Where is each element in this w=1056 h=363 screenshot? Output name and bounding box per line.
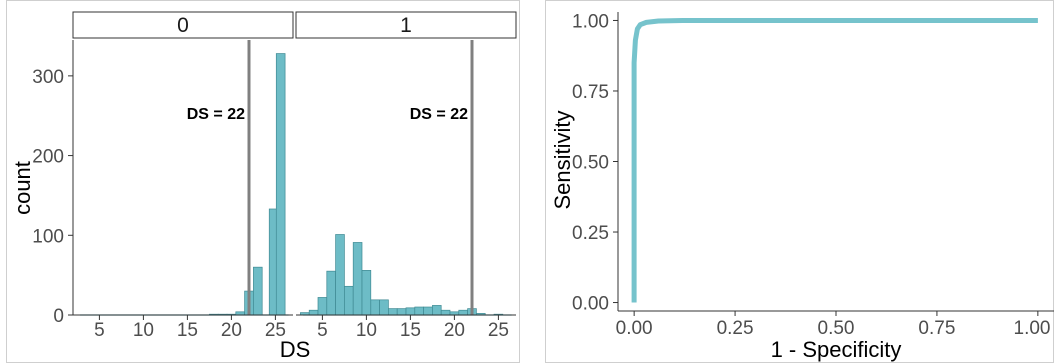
facet-strip: [295, 11, 517, 39]
hist-x-tick-label: 25: [265, 320, 286, 341]
roc-x-tick-label: 0.25: [717, 318, 754, 339]
roc-y-tick-label: 0.75: [572, 82, 609, 103]
facet-strip-label: 0: [177, 14, 189, 37]
histogram-bar: [352, 242, 363, 316]
histogram-bar: [361, 270, 372, 316]
hist-x-tick-label: 15: [177, 320, 198, 341]
roc-curve: [631, 18, 1038, 303]
histogram-bar: [344, 285, 354, 316]
roc-y-tick-label: 0.00: [572, 294, 609, 315]
hist-x-tick-label: 5: [94, 320, 105, 341]
roc-y-tick-label: 1.00: [572, 11, 609, 32]
hist-x-tick-label: 20: [221, 320, 242, 341]
histogram-chart: 0 100 200 300 0 DS = 22 5 10 15 20 25 1 DS = 22 5 10 15…: [32, 11, 517, 341]
histogram-bar: [308, 309, 319, 316]
left-panel-frame: [6, 0, 520, 363]
histogram-bar: [317, 297, 328, 316]
histogram-bar: [458, 309, 468, 316]
histogram-bar: [432, 305, 442, 316]
hist-x-tick-label: 10: [133, 320, 154, 341]
hist-y-tick-label: 0: [53, 306, 64, 327]
hist-y-tick-label: 300: [32, 67, 64, 88]
roc-y-axis-title: Sensitivity: [550, 110, 575, 209]
hist-y-tick-label: 200: [32, 147, 64, 168]
histogram-bar: [440, 309, 451, 316]
cutoff-annotation: DS = 22: [410, 106, 468, 123]
roc-x-tick-label: 0.50: [818, 318, 855, 339]
hist-x-tick-label: 25: [488, 320, 509, 341]
hist-y-axis-title: count: [10, 161, 35, 215]
histogram-bar: [370, 299, 380, 316]
histogram-bar: [335, 234, 345, 316]
right-panel-frame: [545, 0, 1054, 363]
hist-x-axis-title: DS: [280, 337, 311, 362]
hist-x-tick-label: 15: [400, 320, 421, 341]
histogram-bar: [405, 307, 416, 316]
cutoff-annotation: DS = 22: [187, 106, 245, 123]
histogram-bar: [388, 308, 398, 316]
hist-x-tick-label: 10: [356, 320, 377, 341]
histogram-bar: [396, 308, 407, 316]
histogram-bar: [379, 299, 389, 316]
hist-x-tick-label: 5: [317, 320, 328, 341]
histogram-bar: [423, 306, 433, 316]
roc-chart: 0.00 0.25 0.50 0.75 1.00 0.00 0.25 0.50 0.75 1.00: [572, 11, 1054, 339]
roc-x-tick-label: 1.00: [1014, 318, 1051, 339]
hist-x-tick-label: 20: [444, 320, 465, 341]
histogram-bar: [275, 53, 286, 316]
histogram-bar: [414, 306, 424, 316]
histogram-bar: [326, 270, 336, 316]
facet-strip: [72, 11, 294, 39]
roc-x-tick-label: 0.00: [616, 318, 653, 339]
roc-y-tick-label: 0.50: [572, 153, 609, 174]
roc-x-axis-title: 1 - Specificity: [771, 337, 902, 362]
hist-y-tick-label: 100: [32, 226, 64, 247]
roc-x-tick-label: 0.75: [918, 318, 955, 339]
roc-y-tick-label: 0.25: [572, 223, 609, 244]
facet-strip-label: 1: [400, 14, 412, 37]
histogram-bar: [253, 266, 263, 316]
